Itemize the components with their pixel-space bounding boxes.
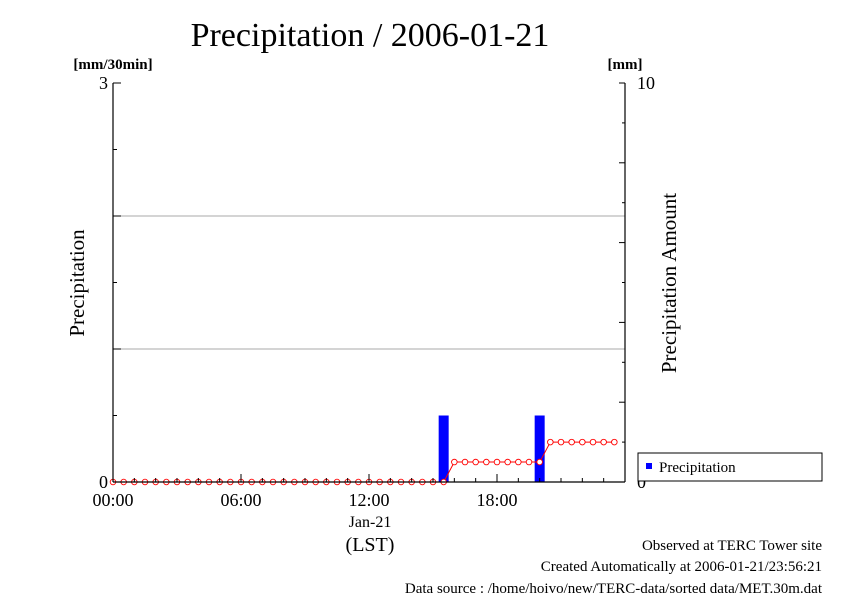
bar-0 xyxy=(438,415,449,482)
cumulative-point-36 xyxy=(493,458,501,466)
x-tick-label-2: 12:00 xyxy=(348,490,389,510)
cumulative-point-45 xyxy=(589,438,597,446)
x-tick-label-3: 18:00 xyxy=(476,490,517,510)
axis-ticks: 00:00 06:00 12:00 18:00 0 3 0 10 xyxy=(92,73,655,510)
y-left-tick-label-1: 3 xyxy=(99,73,108,93)
cumulative-point-39 xyxy=(525,458,533,466)
legend-box xyxy=(637,452,823,482)
y-left-tick-label-0: 0 xyxy=(99,472,108,492)
cumulative-point-41 xyxy=(547,438,554,446)
cumulative-point-33 xyxy=(461,458,469,466)
chart-title: Precipitation / 2006-01-21 xyxy=(191,17,550,54)
y-right-tick-label-1: 10 xyxy=(637,73,655,93)
legend-swatch-precipitation xyxy=(646,463,652,469)
x-date-label: Jan-21 xyxy=(349,514,392,531)
x-tick-label-1: 06:00 xyxy=(220,490,261,510)
cumulative-point-37 xyxy=(504,458,511,466)
y-right-tick-label-0: 0 xyxy=(637,472,646,492)
cumulative-point-44 xyxy=(579,438,586,446)
bar-1 xyxy=(534,415,545,482)
footer-created: Created Automatically at 2006-01-21/23:5… xyxy=(541,559,822,575)
cumulative-point-34 xyxy=(472,458,479,466)
x-axis-title: (LST) xyxy=(346,534,395,556)
grid-lines xyxy=(113,215,625,350)
y-axis-left-title: Precipitation xyxy=(65,229,89,337)
footer-observed: Observed at TERC Tower site xyxy=(642,538,822,554)
cumulative-point-43 xyxy=(568,438,575,446)
cumulative-point-46 xyxy=(600,438,607,446)
cumulative-point-32 xyxy=(451,458,458,466)
cumulative-point-40 xyxy=(536,458,543,466)
legend-label-precipitation: Precipitation xyxy=(659,460,736,476)
bars-layer xyxy=(438,415,545,482)
x-tick-label-0: 00:00 xyxy=(92,490,133,510)
legend: Precipitation xyxy=(637,452,823,482)
right-unit-label: [mm] xyxy=(608,57,643,73)
cumulative-point-42 xyxy=(557,438,565,446)
cumulative-point-47 xyxy=(611,438,618,446)
footer-source: Data source : /home/hoivo/new/TERC-data/… xyxy=(405,581,823,595)
cumulative-point-38 xyxy=(515,458,522,466)
cumulative-point-35 xyxy=(483,458,490,466)
left-unit-label: [mm/30min] xyxy=(73,57,152,73)
y-axis-right-title: Precipitation Amount xyxy=(657,193,681,373)
